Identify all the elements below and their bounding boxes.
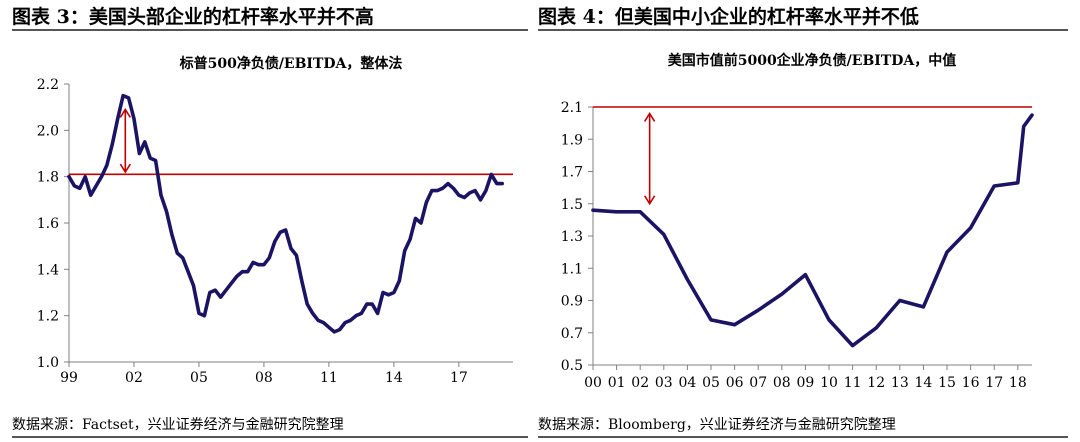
right-source-note: 数据来源：Bloomberg，兴业证券经济与金融研究院整理 — [538, 417, 896, 433]
right-x-tick-label: 16 — [962, 375, 980, 391]
right-x-tick-label: 12 — [867, 375, 885, 391]
right-y-tick-label: 0.7 — [561, 326, 583, 342]
right-y-tick-label: 1.1 — [561, 261, 583, 277]
right-footer-rule — [538, 436, 1068, 438]
right-y-tick-label: 0.9 — [561, 294, 583, 310]
left-x-tick-label: 02 — [125, 370, 143, 386]
right-figure-title: 图表 4：但美国中小企业的杠杆率水平并不低 — [538, 6, 919, 28]
left-series-line — [67, 93, 505, 334]
right-x-tick-label: 03 — [655, 375, 673, 391]
left-source-note: 数据来源：Factset，兴业证券经济与金融研究院整理 — [12, 417, 344, 433]
right-y-tick-label: 1.5 — [561, 197, 583, 213]
left-chart-title: 标普500净负债/EBITDA，整体法 — [179, 55, 403, 72]
right-y-tick-label: 1.9 — [561, 132, 583, 148]
left-y-tick-label: 1.0 — [37, 355, 59, 371]
right-x-tick-label: 09 — [797, 375, 815, 391]
right-x-tick-label: 02 — [631, 375, 649, 391]
left-y-tick-label: 1.6 — [37, 216, 59, 232]
right-x-tick-label: 13 — [891, 375, 909, 391]
right-y-tick-label: 2.1 — [561, 100, 583, 116]
right-series-line — [591, 113, 1034, 348]
left-x-tick-label: 17 — [450, 370, 468, 386]
right-x-tick-label: 06 — [726, 375, 744, 391]
left-y-tick-label: 1.4 — [37, 262, 59, 278]
right-x-tick-label: 07 — [749, 375, 767, 391]
left-y-tick-label: 2.0 — [37, 123, 59, 139]
right-x-tick-label: 14 — [915, 375, 933, 391]
right-x-tick-label: 10 — [820, 375, 838, 391]
left-arrow-head-top — [119, 107, 131, 118]
right-x-tick-label: 18 — [1009, 375, 1027, 391]
right-x-tick-label: 00 — [584, 375, 602, 391]
right-y-tick-label: 0.5 — [561, 358, 583, 374]
left-x-tick-label: 14 — [385, 370, 403, 386]
left-y-tick-label: 1.8 — [37, 170, 59, 186]
left-x-tick-label: 11 — [320, 370, 338, 386]
left-x-tick-label: 08 — [255, 370, 273, 386]
right-x-tick-label: 08 — [773, 375, 791, 391]
right-arrow-head-bottom — [643, 195, 656, 206]
left-arrow-head-bottom — [119, 163, 131, 174]
left-x-tick-label: 05 — [190, 370, 208, 386]
right-y-tick-label: 1.3 — [561, 229, 583, 245]
right-title-rule — [538, 29, 1068, 31]
right-arrow-head-top — [643, 111, 656, 122]
left-title-rule — [12, 29, 528, 31]
right-x-tick-label: 04 — [678, 375, 696, 391]
right-x-tick-label: 15 — [938, 375, 956, 391]
right-x-tick-label: 05 — [702, 375, 720, 391]
right-x-tick-label: 11 — [844, 375, 862, 391]
right-chart-title: 美国市值前5000企业净负债/EBITDA，中值 — [668, 52, 957, 69]
left-y-tick-label: 1.2 — [37, 309, 59, 325]
right-y-tick-label: 1.7 — [561, 165, 583, 181]
left-y-tick-label: 2.2 — [37, 77, 59, 93]
right-x-tick-label: 17 — [985, 375, 1003, 391]
left-footer-rule — [12, 436, 528, 438]
left-x-tick-label: 99 — [60, 370, 78, 386]
left-figure-title: 图表 3：美国头部企业的杠杆率水平并不高 — [12, 6, 374, 28]
right-x-tick-label: 01 — [608, 375, 626, 391]
